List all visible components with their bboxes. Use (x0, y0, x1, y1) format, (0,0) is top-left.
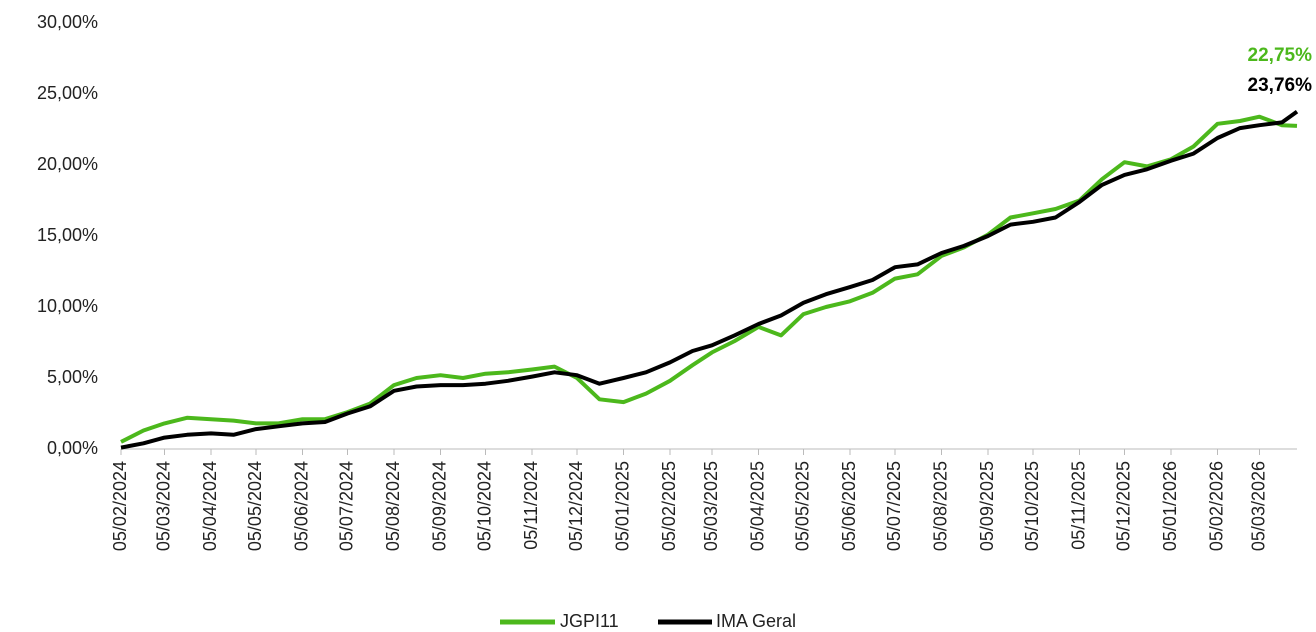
x-tick-label: 05/03/2024 (153, 461, 173, 551)
x-tick-label: 05/12/2025 (1113, 461, 1133, 551)
x-tick-label: 05/07/2025 (884, 461, 904, 551)
series-line (120, 114, 1298, 444)
x-tick-label: 05/12/2024 (566, 461, 586, 551)
x-tick-label: 05/03/2026 (1248, 461, 1268, 551)
x-tick-label: 05/02/2024 (110, 461, 130, 551)
y-tick-label: 0,00% (47, 438, 98, 458)
x-tick-label: 05/11/2025 (1068, 461, 1088, 550)
x-tick-label: 05/02/2025 (659, 461, 679, 551)
series-line (120, 109, 1299, 450)
legend-label: JGPI11 (560, 611, 619, 631)
end-value-label: 23,76% (1248, 75, 1313, 96)
x-tick-label: 05/08/2025 (930, 461, 950, 551)
end-value-label: 22,75% (1248, 45, 1313, 66)
x-tick-label: 05/10/2025 (1022, 461, 1042, 551)
x-tick-label: 05/03/2025 (701, 461, 721, 551)
x-tick-label: 05/08/2024 (383, 461, 403, 551)
x-tick-label: 05/01/2025 (612, 461, 632, 551)
y-tick-label: 30,00% (37, 12, 98, 32)
x-tick-label: 05/05/2024 (245, 461, 265, 551)
y-tick-label: 20,00% (37, 154, 98, 174)
y-tick-label: 10,00% (37, 296, 98, 316)
legend-label: IMA Geral (716, 611, 796, 631)
x-tick-label: 05/07/2024 (336, 461, 356, 551)
x-tick-label: 05/05/2025 (792, 461, 812, 551)
y-tick-label: 25,00% (37, 83, 98, 103)
x-tick-label: 05/04/2024 (200, 461, 220, 551)
x-tick-label: 05/11/2024 (521, 461, 541, 550)
x-tick-label: 05/04/2025 (747, 461, 767, 551)
x-tick-label: 05/09/2025 (977, 461, 997, 551)
x-tick-label: 05/09/2024 (429, 461, 449, 551)
x-tick-label: 05/06/2025 (839, 461, 859, 551)
x-tick-label: 05/10/2024 (474, 461, 494, 551)
y-tick-label: 5,00% (47, 367, 98, 387)
y-tick-label: 15,00% (37, 225, 98, 245)
x-tick-label: 05/06/2024 (291, 461, 311, 551)
x-tick-label: 05/01/2026 (1160, 461, 1180, 551)
x-tick-label: 05/02/2026 (1206, 461, 1226, 551)
